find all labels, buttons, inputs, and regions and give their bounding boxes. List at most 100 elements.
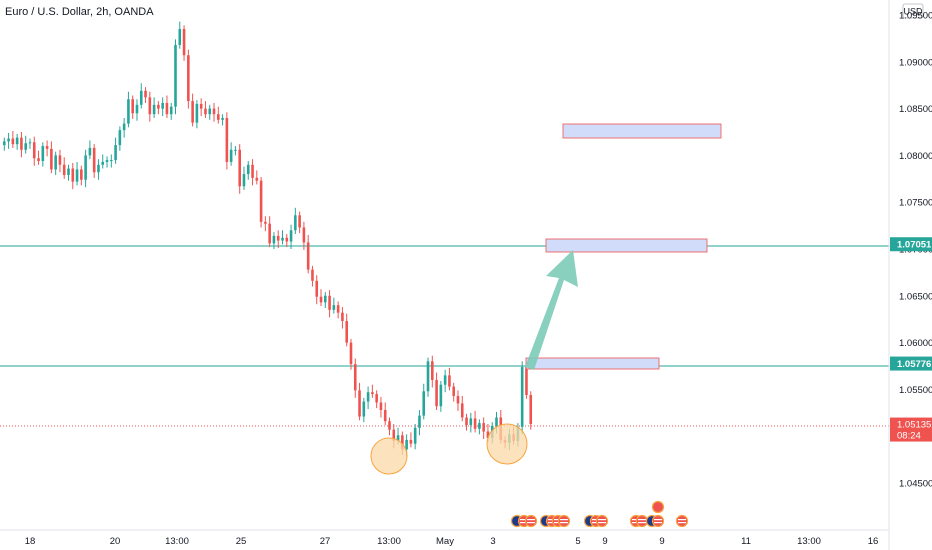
candle-body	[315, 280, 319, 297]
time-tick-label: 5	[575, 536, 580, 547]
us-flag-icon	[554, 522, 562, 524]
candle-body	[15, 137, 19, 145]
projection-arrow[interactable]	[525, 250, 578, 370]
candle-body	[259, 180, 263, 222]
time-tick-label: 18	[25, 536, 36, 547]
us-flag-icon	[678, 519, 686, 521]
candle-body	[234, 149, 237, 151]
us-flag-icon[interactable]	[524, 514, 538, 528]
candle-body	[229, 149, 233, 162]
candle-body	[54, 155, 57, 170]
candle-body	[255, 177, 259, 181]
price-tick-label: 1.06000	[899, 338, 932, 349]
candle-body	[58, 155, 62, 165]
currency-button[interactable]	[902, 3, 924, 19]
candle-body	[345, 321, 348, 343]
target-zone-top[interactable]	[562, 123, 722, 139]
candle-body	[178, 29, 182, 45]
countdown-label: 08:24	[897, 431, 921, 442]
bottom-marker-left[interactable]	[370, 437, 408, 475]
candle-body	[92, 147, 96, 173]
candle-body	[413, 427, 417, 444]
us-flag-icon	[592, 522, 600, 524]
current-price-label: 1.05135	[897, 420, 931, 431]
candle-body	[204, 108, 207, 115]
candle-body	[495, 417, 498, 426]
candle-body	[71, 168, 75, 182]
candle-body	[41, 146, 45, 162]
us-flag-icon[interactable]	[651, 500, 665, 514]
us-flag-icon	[548, 522, 556, 524]
candle-body	[328, 295, 331, 310]
candle-body	[3, 141, 6, 146]
time-axis[interactable]: 18 20 13:00 25 27 13:00 May 3 5 9 9 11 13:00 16	[0, 529, 889, 547]
target-zone-bottom[interactable]	[525, 357, 660, 370]
candle-body	[157, 104, 160, 109]
us-flag-icon[interactable]	[635, 514, 649, 528]
candle-body	[443, 375, 447, 385]
candle-body	[88, 147, 92, 156]
us-flag-icon[interactable]	[557, 514, 571, 528]
candle-body	[251, 164, 254, 178]
candle-body	[289, 230, 293, 242]
currency-label: USD	[903, 7, 923, 17]
candle-body	[246, 164, 250, 175]
candle-body	[418, 415, 421, 428]
candle-body	[336, 305, 340, 313]
candle-body	[131, 99, 134, 114]
candle-body	[122, 123, 126, 131]
us-flag-icon[interactable]	[651, 514, 665, 528]
candle-body	[448, 375, 451, 387]
price-scale[interactable]: USD 1.09500 1.09000 1.08500 1.08000 1.07500 1…	[888, 0, 932, 550]
time-tick-label: 11	[741, 536, 751, 547]
us-flag-icon	[548, 519, 556, 521]
candle-body	[191, 101, 194, 123]
price-tick-label: 1.08000	[899, 151, 932, 162]
candle-body	[409, 439, 413, 444]
us-flag-icon[interactable]	[675, 514, 689, 528]
candle-body	[525, 366, 528, 396]
symbol-title[interactable]: Euro / U.S. Dollar, 2h, OANDA	[5, 6, 154, 18]
target-zone-middle[interactable]	[545, 238, 708, 253]
candle-body	[101, 161, 105, 165]
us-flag-icon	[520, 522, 528, 524]
candle-body	[341, 312, 344, 322]
candle-body	[195, 103, 199, 123]
price-badge	[890, 237, 932, 252]
current-price-badge	[890, 417, 932, 442]
us-flag-icon	[632, 522, 640, 524]
candle-body	[460, 403, 464, 418]
candle-body	[439, 384, 443, 407]
us-flag-icon	[560, 519, 568, 521]
time-tick-labels: 18 20 13:00 25 27 13:00 May 3 5 9 9 11 13:00 16	[25, 536, 879, 547]
candle-body	[426, 361, 430, 392]
us-flag-icon	[678, 522, 686, 524]
candle-body	[401, 435, 404, 450]
candle-body	[139, 90, 143, 105]
candle-body	[375, 394, 378, 403]
time-tick-label: 3	[490, 536, 495, 547]
candle-body	[208, 108, 212, 115]
candle-body	[20, 137, 23, 150]
candle-body	[435, 380, 438, 407]
candle-body	[24, 143, 27, 150]
us-flag-icon	[654, 522, 662, 524]
candle-body	[358, 390, 361, 417]
candle-body	[225, 117, 229, 162]
candle-body	[217, 114, 220, 120]
price-tick-label: 1.07500	[899, 198, 932, 209]
time-tick-label: 9	[659, 536, 664, 547]
candle-body	[97, 164, 100, 173]
us-flag-icon	[527, 519, 535, 521]
time-tick-label: 16	[868, 536, 879, 547]
candle-body	[144, 90, 147, 98]
candle-body	[174, 44, 177, 107]
candle-body	[80, 169, 83, 180]
us-flag-icon[interactable]	[595, 514, 609, 528]
economic-events[interactable]	[510, 500, 689, 528]
bottom-marker-right[interactable]	[486, 423, 528, 465]
candle-body	[84, 155, 87, 180]
candle-body	[469, 418, 473, 425]
candle-body	[332, 305, 336, 310]
